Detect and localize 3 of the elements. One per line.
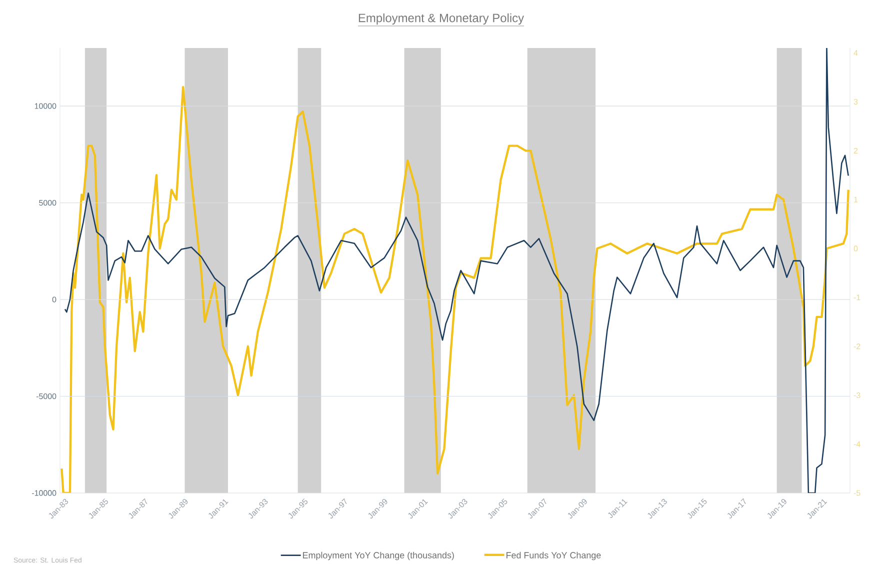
legend-label: Fed Funds YoY Change [506, 552, 601, 560]
chart-title: Employment & Monetary Policy [358, 13, 524, 25]
legend-label: Employment YoY Change (thousands) [303, 552, 454, 560]
